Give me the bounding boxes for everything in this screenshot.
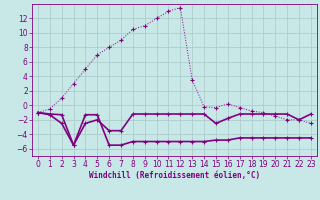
X-axis label: Windchill (Refroidissement éolien,°C): Windchill (Refroidissement éolien,°C) — [89, 171, 260, 180]
